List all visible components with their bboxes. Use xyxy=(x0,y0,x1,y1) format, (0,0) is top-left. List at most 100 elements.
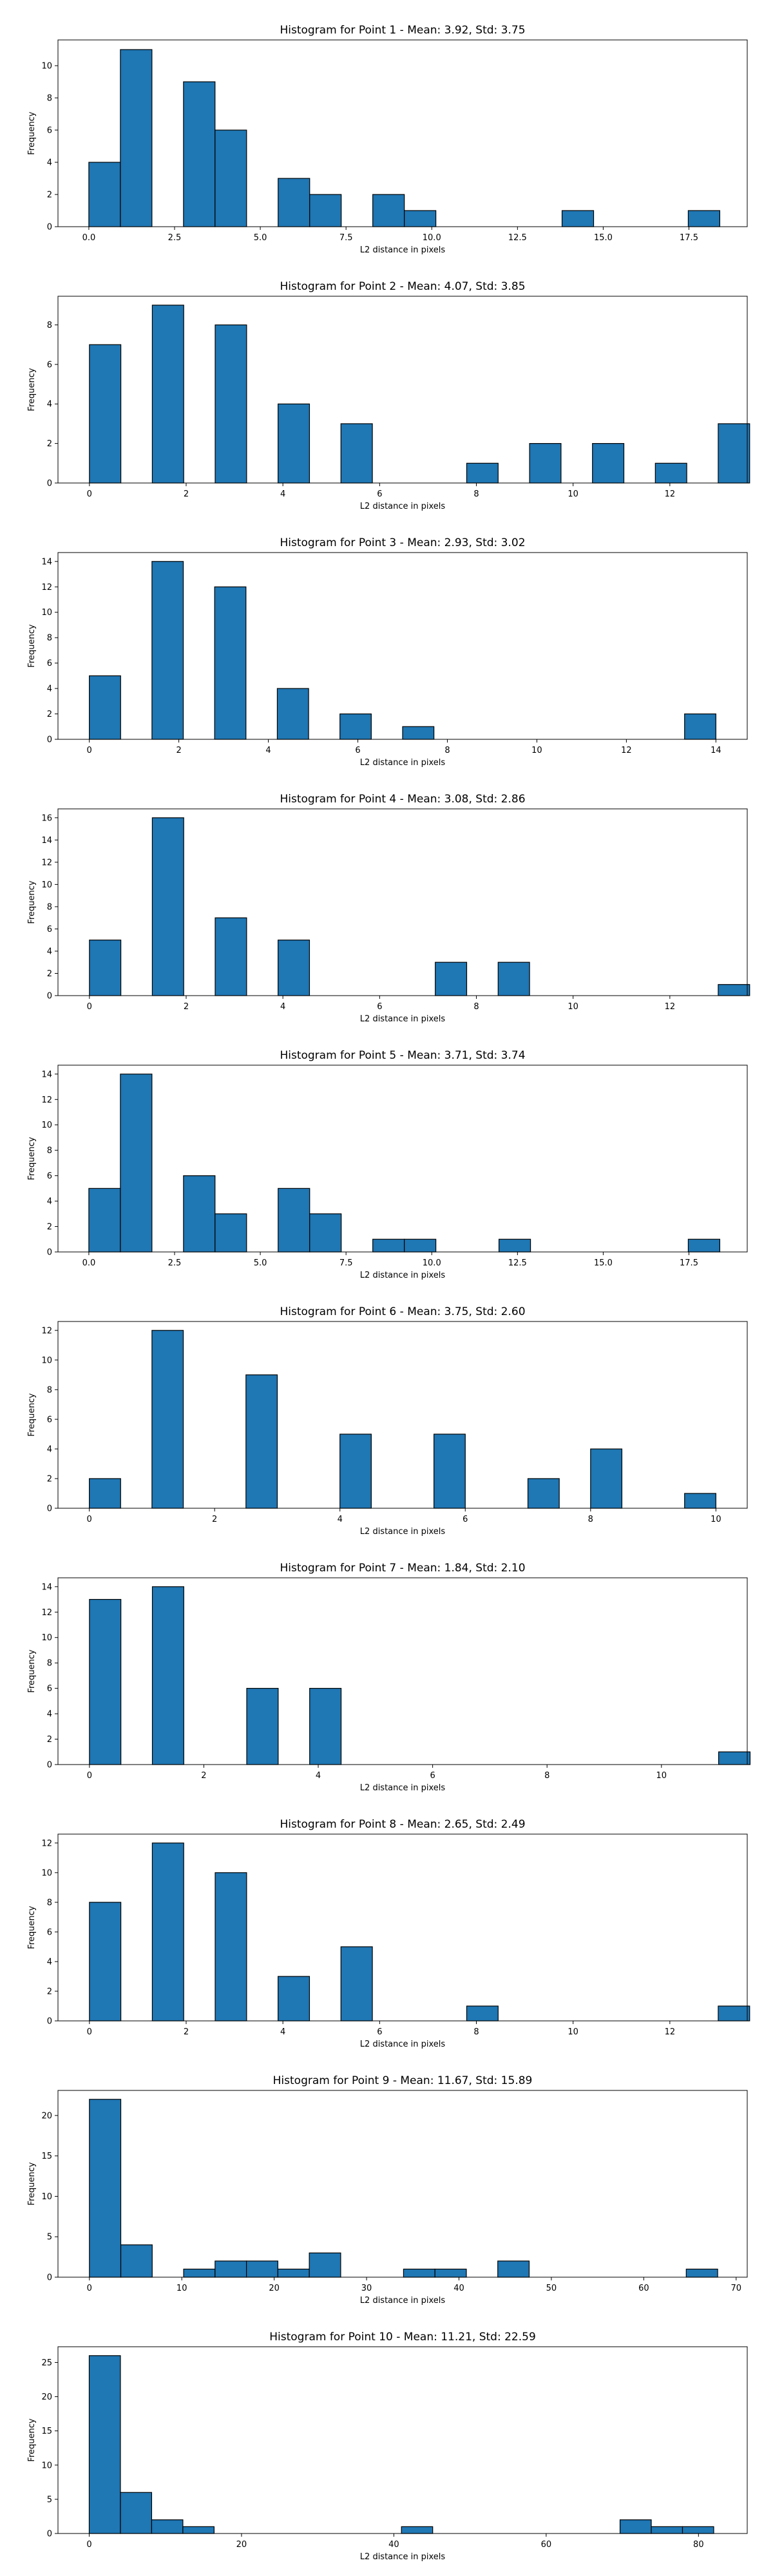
histogram-bar xyxy=(340,1946,373,2022)
chart-title: Histogram for Point 5 - Mean: 3.71, Std:… xyxy=(280,1049,525,1062)
y-tick-label: 2 xyxy=(47,439,52,449)
x-tick-label: 4 xyxy=(338,1515,343,1524)
histogram-bar xyxy=(89,1598,122,1765)
histogram-bar xyxy=(278,403,310,484)
chart-title: Histogram for Point 10 - Mean: 11.21, St… xyxy=(269,2331,536,2344)
x-tick-label: 15.0 xyxy=(594,233,613,243)
histogram-bar xyxy=(682,2526,714,2534)
histogram-bar xyxy=(88,1188,121,1253)
y-tick-label: 2 xyxy=(47,1735,52,1745)
histogram-bar xyxy=(687,1238,721,1253)
axes-frame xyxy=(57,1065,748,1253)
y-axis-label: Frequency xyxy=(27,1906,37,1949)
histogram-bar xyxy=(466,2005,499,2022)
x-tick-label: 10 xyxy=(568,1002,578,1012)
histogram-bar xyxy=(120,49,153,227)
x-tick-label: 10.0 xyxy=(423,233,441,243)
x-tick-label: 0 xyxy=(87,1771,92,1781)
histogram-bar xyxy=(278,178,310,227)
histogram-bar xyxy=(718,423,750,484)
y-tick-label: 0 xyxy=(47,2273,52,2283)
x-axis-label: L2 distance in pixels xyxy=(360,758,446,768)
x-tick-label: 6 xyxy=(430,1771,435,1781)
x-tick-label: 0 xyxy=(86,1515,91,1524)
x-axis-label: L2 distance in pixels xyxy=(360,2296,446,2306)
y-tick-label: 8 xyxy=(47,634,52,643)
x-tick-label: 40 xyxy=(388,2540,399,2550)
x-tick-label: 17.5 xyxy=(680,1258,698,1268)
histogram-bar xyxy=(278,1976,310,2022)
histogram-bar xyxy=(718,1751,751,1765)
y-tick-label: 8 xyxy=(47,94,52,104)
histogram-bar xyxy=(434,2268,467,2278)
histogram-bar xyxy=(89,1902,122,2022)
y-tick-label: 12 xyxy=(41,1095,52,1105)
x-tick-label: 7.5 xyxy=(339,1258,353,1268)
histogram-bar xyxy=(120,2244,153,2278)
y-tick-label: 6 xyxy=(47,126,52,136)
histogram-bar xyxy=(404,210,437,227)
y-tick-label: 10 xyxy=(41,880,52,890)
histogram-bar xyxy=(151,1586,184,1765)
x-tick-label: 8 xyxy=(444,746,450,755)
x-tick-label: 60 xyxy=(541,2540,552,2550)
histogram-bar xyxy=(372,1238,405,1253)
x-tick-label: 8 xyxy=(473,489,479,499)
histogram-bar xyxy=(402,726,435,740)
histogram-bar xyxy=(215,129,247,227)
histogram-bar xyxy=(404,1238,437,1253)
x-tick-label: 10 xyxy=(568,489,578,499)
y-tick-label: 12 xyxy=(41,858,52,867)
x-tick-label: 70 xyxy=(731,2284,742,2293)
y-tick-label: 2 xyxy=(47,191,52,200)
y-axis-label: Frequency xyxy=(27,624,37,667)
y-tick-label: 20 xyxy=(41,2392,52,2402)
histogram-bar xyxy=(88,2355,121,2534)
x-tick-label: 4 xyxy=(316,1771,321,1781)
histogram-bar xyxy=(151,2519,184,2534)
axes-frame xyxy=(57,2346,748,2534)
chart-title: Histogram for Point 7 - Mean: 1.84, Std:… xyxy=(280,1562,525,1575)
axes-frame xyxy=(57,1321,748,1509)
histogram-bar xyxy=(684,713,716,740)
x-tick-label: 0 xyxy=(87,2027,92,2037)
histogram-bar xyxy=(89,675,121,740)
x-tick-label: 6 xyxy=(377,2027,382,2037)
histogram-bar xyxy=(340,423,373,484)
x-tick-label: 0.0 xyxy=(82,1258,96,1268)
x-tick-label: 8 xyxy=(588,1515,593,1524)
y-tick-label: 6 xyxy=(47,1684,52,1694)
y-tick-label: 4 xyxy=(47,1444,52,1454)
x-tick-label: 50 xyxy=(546,2284,557,2293)
histogram-bar xyxy=(529,443,562,484)
histogram-bar xyxy=(372,194,405,227)
histogram-bar xyxy=(215,2260,247,2278)
y-tick-label: 4 xyxy=(47,1710,52,1719)
x-tick-label: 8 xyxy=(544,1771,549,1781)
histogram-bar xyxy=(183,81,216,227)
y-tick-label: 0 xyxy=(47,1504,52,1514)
histogram-bar xyxy=(466,462,499,484)
y-axis-label: Frequency xyxy=(27,1649,37,1692)
y-tick-label: 12 xyxy=(41,1608,52,1618)
histogram-bar xyxy=(527,1478,560,1509)
histogram-bar xyxy=(497,961,530,996)
x-tick-label: 4 xyxy=(265,746,271,755)
y-tick-label: 6 xyxy=(47,925,52,934)
y-tick-label: 4 xyxy=(47,158,52,168)
y-tick-label: 10 xyxy=(41,2461,52,2470)
x-tick-label: 12 xyxy=(665,489,676,499)
x-tick-label: 7.5 xyxy=(339,233,353,243)
x-axis-label: L2 distance in pixels xyxy=(360,1783,446,1793)
x-tick-label: 10 xyxy=(656,1771,667,1781)
x-tick-label: 2.5 xyxy=(168,1258,182,1268)
x-tick-label: 12 xyxy=(665,2027,676,2037)
histogram-bar xyxy=(215,917,247,996)
y-tick-label: 12 xyxy=(41,1326,52,1336)
histogram-bar xyxy=(88,162,121,227)
y-axis-label: Frequency xyxy=(27,2162,37,2205)
histogram-panel-3: Histogram for Point 3 - Mean: 2.93, Std:… xyxy=(27,536,748,768)
chart-title: Histogram for Point 6 - Mean: 3.75, Std:… xyxy=(280,1305,525,1318)
x-tick-label: 2 xyxy=(184,1002,189,1012)
y-tick-label: 6 xyxy=(47,659,52,668)
